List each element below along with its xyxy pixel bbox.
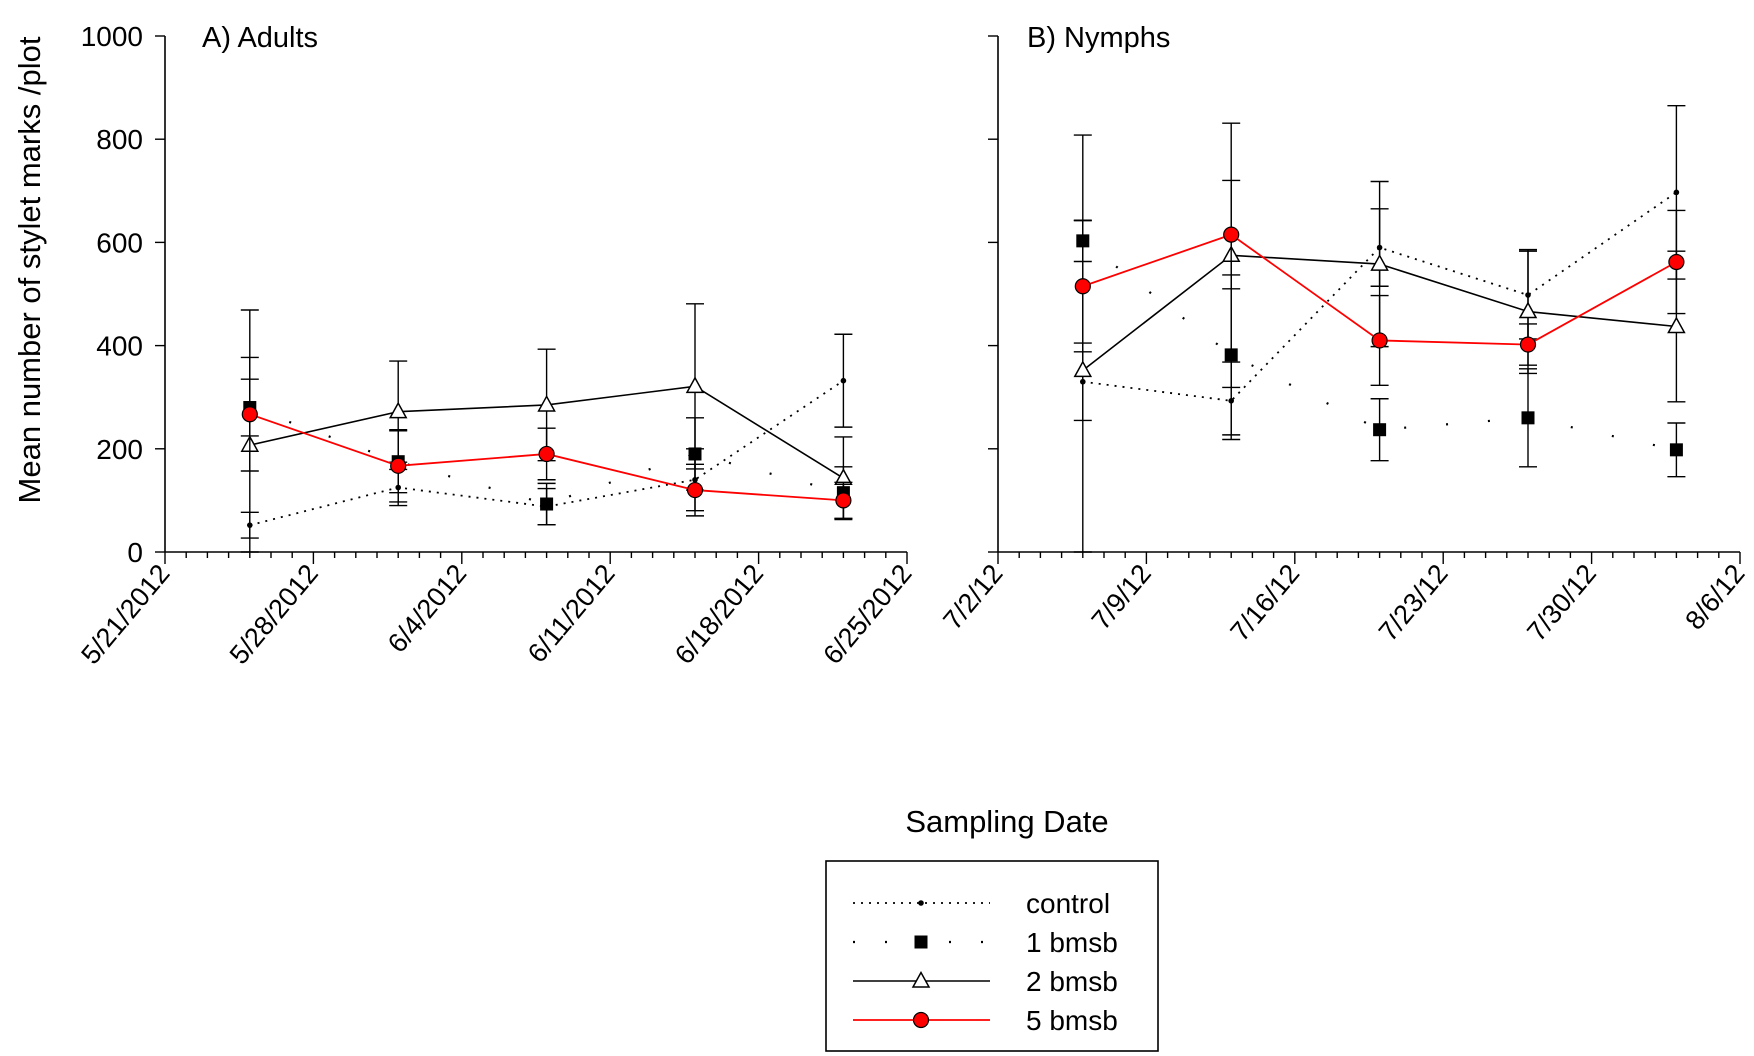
series-line [249, 379, 844, 527]
panel-nymphs: B) Nymphs 7/2/12 7/9/12 7/16/12 7/23/12 7/30… [937, 22, 1750, 647]
x-axis-label: Sampling Date [905, 804, 1108, 839]
x-tick-label: 7/16/12 [1225, 559, 1306, 647]
legend-label: 5 bmsb [1026, 1005, 1118, 1036]
panel-nymphs-y-ticks [988, 35, 998, 553]
panel-nymphs-x-ticks: 7/2/12 7/9/12 7/16/12 7/23/12 7/30/12 8/6/12 [937, 552, 1751, 647]
y-tick-label: 800 [96, 124, 143, 155]
data-point [540, 497, 554, 511]
y-axis-label: Mean number of stylet marks /plot [12, 36, 47, 503]
data-point [1370, 254, 1389, 271]
data-point [1521, 411, 1535, 425]
x-tick-label: 7/30/12 [1521, 559, 1602, 647]
series-5-bmsb [240, 356, 853, 520]
legend: control 1 bmsb 2 bmsb 5 bmsb [825, 860, 1159, 1052]
data-point [538, 445, 555, 463]
series-5-bmsb [1073, 179, 1686, 387]
legend-entries: control 1 bmsb 2 bmsb 5 bmsb [853, 888, 1118, 1036]
panel-nymphs-title: B) Nymphs [1027, 22, 1170, 54]
y-tick-label: 0 [127, 537, 143, 568]
legend-entry: 5 bmsb [853, 1005, 1118, 1036]
data-point [1373, 423, 1387, 437]
panel-adults-y-ticks: 0 200 400 600 800 1000 [81, 21, 165, 568]
x-tick-label: 6/11/2012 [522, 559, 621, 669]
panel-adults-series [240, 303, 853, 553]
x-tick-label: 7/2/12 [937, 559, 1008, 636]
data-point [840, 377, 847, 384]
data-point [1673, 189, 1680, 196]
legend-box [825, 860, 1159, 1052]
data-point [1074, 278, 1091, 295]
data-point [1667, 316, 1686, 334]
x-tick-label: 6/18/2012 [669, 559, 769, 670]
x-tick-label: 5/28/2012 [224, 559, 324, 670]
x-tick-label: 5/21/2012 [75, 559, 175, 670]
legend-label: 1 bmsb [1026, 927, 1118, 958]
data-point [537, 394, 556, 412]
legend-label: 2 bmsb [1026, 966, 1118, 997]
data-point [835, 492, 852, 509]
legend-marker [911, 970, 931, 988]
y-tick-label: 200 [96, 434, 143, 465]
data-point [686, 481, 704, 499]
data-point [1669, 443, 1683, 457]
legend-marker [918, 900, 924, 906]
panel-adults-title: A) Adults [202, 22, 318, 54]
data-point [1668, 253, 1685, 271]
data-point [388, 401, 408, 419]
data-point [241, 406, 258, 423]
x-tick-label: 7/9/12 [1086, 559, 1157, 636]
data-point [1371, 332, 1388, 349]
y-tick-label: 400 [96, 331, 143, 362]
data-point [685, 376, 705, 394]
data-point [1518, 301, 1538, 319]
panel-nymphs-series [1073, 104, 1686, 553]
legend-entry: control [853, 888, 1110, 919]
legend-entry: 1 bmsb [853, 927, 1118, 958]
x-tick-label: 6/4/2012 [382, 559, 473, 659]
legend-marker [912, 1011, 930, 1029]
x-tick-label: 8/6/12 [1679, 559, 1750, 636]
legend-entry: 2 bmsb [853, 966, 1118, 997]
data-point [1073, 360, 1093, 378]
y-tick-label: 1000 [81, 21, 143, 52]
x-tick-label: 7/23/12 [1373, 559, 1454, 647]
data-point [1519, 336, 1537, 353]
legend-marker [914, 935, 928, 949]
y-tick-label: 600 [96, 227, 143, 258]
x-tick-label: 6/25/2012 [817, 559, 917, 670]
data-point [1223, 226, 1240, 243]
legend-label: control [1026, 888, 1110, 919]
data-point [390, 457, 407, 474]
panel-adults-x-ticks: 5/21/2012 5/28/2012 6/4/2012 6/11/2012 6/18/… [75, 552, 918, 670]
